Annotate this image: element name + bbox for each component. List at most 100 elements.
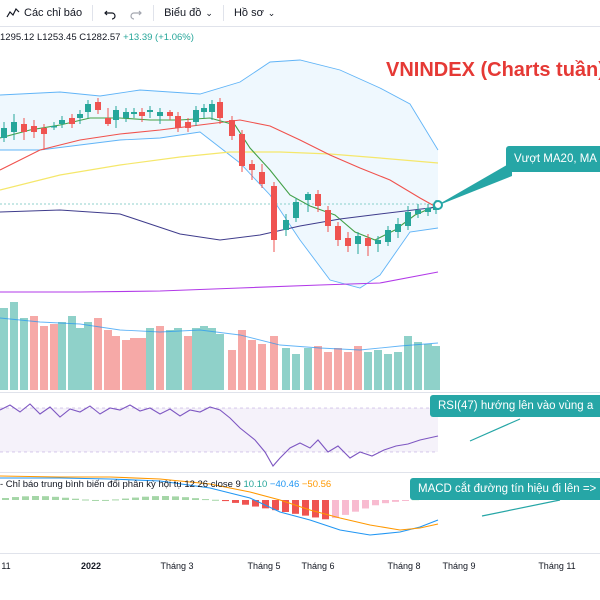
volume-series [0, 302, 440, 390]
candle-body [209, 104, 215, 112]
callout-ma[interactable]: Vượt MA20, MA [506, 146, 600, 172]
callout-macd[interactable]: MACD cắt đường tín hiệu đi lên => [410, 478, 600, 500]
macd-histogram-bar [312, 500, 319, 518]
macd-histogram-bar [152, 496, 159, 500]
time-axis-label: Tháng 5 [247, 561, 281, 571]
candle-body [105, 118, 111, 124]
macd-histogram-bar [142, 496, 149, 500]
volume-bar [0, 308, 8, 390]
candle-body [315, 194, 321, 206]
candle-body [59, 120, 65, 124]
candle-body [405, 212, 411, 226]
callout-rsi-text: RSI(47) hướng lên vào vùng a [438, 400, 594, 412]
volume-bar [394, 352, 402, 390]
pane-divider-macd[interactable] [0, 472, 600, 473]
callout-rsi[interactable]: RSI(47) hướng lên vào vùng a [430, 395, 600, 417]
ma-navy-line [0, 206, 439, 241]
candle-body [425, 208, 431, 212]
volume-bar [192, 328, 200, 390]
top-toolbar: Các chỉ báo Biểu đồ ⌄ Hồ sơ ⌄ [0, 0, 600, 27]
volume-bar [334, 348, 342, 390]
macd-histogram-bar [192, 498, 199, 500]
macd-legend: - Chỉ báo trung bình biến đổi phân kỳ hộ… [0, 479, 331, 490]
volume-bar [76, 328, 84, 390]
volume-bar [324, 352, 332, 390]
macd-histogram-bar [212, 499, 219, 501]
bollinger-upper-line [0, 59, 439, 151]
volume-bar [112, 336, 120, 390]
macd-histogram-bar [382, 500, 389, 504]
pane-divider-rsi[interactable] [0, 392, 600, 393]
candle-body [259, 172, 265, 184]
candle-body [385, 230, 391, 242]
undo-icon [104, 10, 116, 20]
indicators-button[interactable]: Các chỉ báo [0, 0, 88, 26]
volume-bar [414, 342, 422, 390]
macd-histogram-bar [42, 496, 49, 500]
volume-bar [238, 330, 246, 390]
macd-histogram-bar [132, 497, 139, 500]
volume-bar [282, 348, 290, 390]
candle-body [11, 122, 17, 132]
volume-bar [364, 352, 372, 390]
ma-red-line [0, 119, 439, 209]
macd-histogram-bar [202, 499, 209, 501]
volume-bar [424, 344, 432, 390]
volume-bar [30, 316, 38, 390]
macd-histogram-bar [52, 496, 59, 500]
volume-bar [10, 302, 18, 390]
candle-body [335, 226, 341, 240]
volume-bar [374, 350, 382, 390]
macd-histogram-bar [322, 500, 329, 520]
chart-title: VNINDEX (Charts tuần) [386, 59, 600, 81]
macd-histogram-bar [12, 497, 19, 500]
volume-bar [104, 330, 112, 390]
macd-signal-line [0, 475, 439, 531]
volume-bar [146, 328, 154, 390]
macd-histogram-bar [362, 500, 369, 509]
undo-button[interactable] [97, 0, 123, 26]
ohlc-high: 1295.12 [0, 32, 35, 43]
macd-histogram-bar [242, 500, 249, 505]
volume-bar [248, 340, 256, 390]
ohlc-change: +13.39 (+1.06%) [123, 32, 194, 43]
macd-histogram-bar [62, 497, 69, 500]
indicators-label: Các chỉ báo [24, 7, 83, 19]
candle-body [85, 104, 91, 112]
profile-dropdown[interactable]: Hồ sơ ⌄ [228, 0, 281, 26]
time-axis-label: 2022 [80, 561, 102, 571]
rsi-line [0, 403, 439, 467]
candle-body [415, 210, 421, 214]
volume-bar [122, 340, 130, 390]
volume-bar [174, 328, 182, 390]
macd-histogram-bar [352, 500, 359, 512]
candle-body [325, 210, 331, 226]
candle-body [395, 224, 401, 232]
candle-body [147, 110, 153, 112]
chevron-down-icon: ⌄ [267, 7, 276, 18]
candle-body [345, 238, 351, 246]
time-axis-label: Tháng 3 [160, 561, 194, 571]
macd-histogram-bar [222, 500, 229, 502]
candle-body [293, 202, 299, 218]
toolbar-divider [92, 5, 94, 21]
macd-histogram-bar [102, 499, 109, 501]
volume-bar [50, 324, 58, 390]
callout-ma-anchor [433, 200, 443, 210]
macd-histogram [2, 496, 439, 520]
macd-histogram-bar [252, 500, 259, 507]
redo-button[interactable] [123, 0, 149, 26]
ohlc-close: C1282.57 [79, 32, 121, 43]
candle-body [139, 112, 145, 116]
callout-ma-text: Vượt MA20, MA [514, 153, 597, 165]
volume-bar [228, 350, 236, 390]
time-axis-label: Tháng 9 [442, 561, 476, 571]
macd-legend-value-3: −50.56 [301, 479, 332, 490]
candle-body [185, 122, 191, 128]
chart-type-dropdown[interactable]: Biểu đồ ⌄ [158, 0, 219, 26]
macd-histogram-bar [262, 500, 269, 509]
volume-bar [156, 326, 164, 390]
macd-histogram-bar [232, 500, 239, 503]
candle-body [69, 118, 75, 124]
